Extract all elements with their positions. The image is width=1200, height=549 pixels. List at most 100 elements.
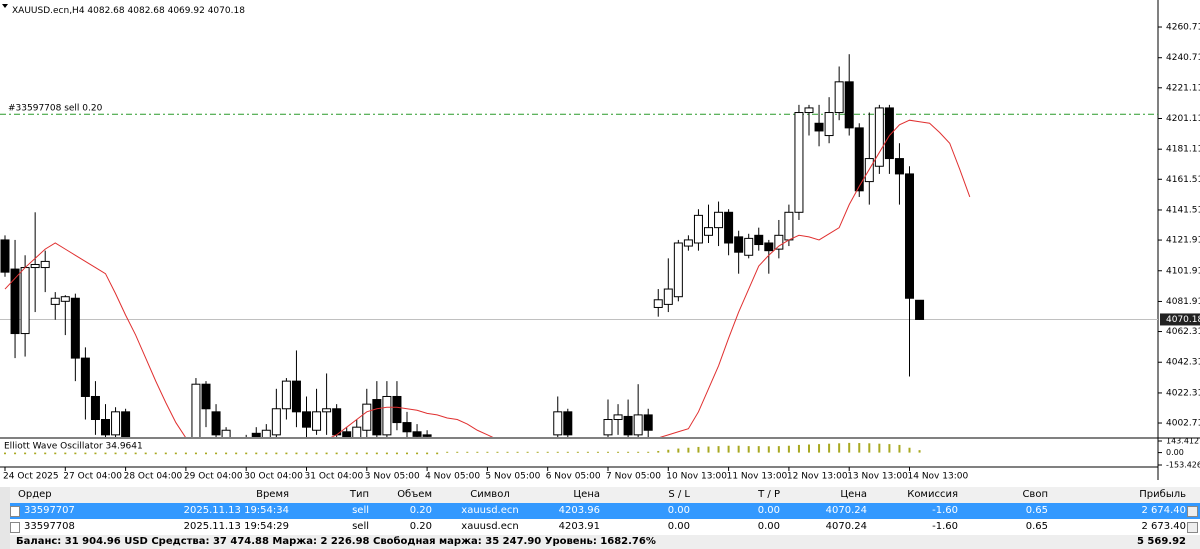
cell: Комиссия <box>907 489 958 500</box>
close-button[interactable] <box>1187 522 1198 533</box>
y-tick-label: 4081.91 <box>1166 297 1200 307</box>
cell: sell <box>352 521 369 532</box>
osc-bar <box>637 451 640 453</box>
candle-body <box>251 432 261 437</box>
y-tick-label: 4121.91 <box>1166 236 1200 246</box>
osc-bar <box>697 446 700 453</box>
osc-bar <box>124 452 127 455</box>
osc-bar <box>586 451 589 453</box>
candle-body <box>101 419 110 436</box>
candle-body <box>804 107 814 114</box>
osc-bar <box>255 452 258 455</box>
cell: 2 673.40 <box>1141 521 1186 532</box>
order-icon <box>10 522 20 533</box>
osc-bar <box>54 452 57 455</box>
summary: Баланс: 31 904.96 USD Средства: 37 474.8… <box>16 536 656 547</box>
osc-bar <box>385 452 388 455</box>
candle-body <box>784 211 794 241</box>
x-tick-label: 10 Nov 13:00 <box>666 472 727 482</box>
candle-body <box>382 395 392 436</box>
table-row[interactable]: 33597707 2025.11.13 19:54:34 sell 0.20 xauus… <box>10 503 1200 519</box>
candle-body <box>30 263 40 269</box>
osc-bar <box>114 452 117 455</box>
osc-bar <box>617 451 620 453</box>
candle-body <box>603 419 613 436</box>
osc-bar <box>74 452 77 455</box>
candle-body <box>613 414 623 421</box>
candle-body <box>322 408 332 413</box>
osc-bar <box>235 452 238 455</box>
osc-bar <box>406 452 408 455</box>
cell: 0.20 <box>409 521 432 532</box>
cell: Время <box>256 489 289 500</box>
candle-body <box>352 426 362 437</box>
cell: 4203.91 <box>558 521 600 532</box>
osc-bar <box>888 444 891 453</box>
candle-body <box>412 431 422 437</box>
osc-bar <box>627 451 630 453</box>
candle-body <box>553 411 563 436</box>
osc-bar <box>526 451 529 453</box>
cell: Ордер <box>18 489 52 500</box>
price-tag <box>1160 313 1200 326</box>
candle-body <box>422 434 432 437</box>
osc-bar <box>64 452 67 455</box>
cell: 0.00 <box>667 521 690 532</box>
osc-bar <box>687 447 690 453</box>
candle-body <box>673 242 683 298</box>
osc-bar <box>607 451 609 453</box>
cell: 0.00 <box>667 505 690 516</box>
osc-bar <box>184 452 187 455</box>
candle-body <box>663 288 673 305</box>
menu-icon[interactable] <box>2 4 8 8</box>
x-tick-label: 13 Nov 13:00 <box>847 472 908 482</box>
candle-body <box>80 357 90 397</box>
cell: 0.20 <box>409 505 432 516</box>
oscillator-title: Elliott Wave Oscillator 34.9641 <box>4 442 143 452</box>
candle-body <box>90 395 100 421</box>
cell: T / P <box>758 489 780 500</box>
cell: 2025.11.13 19:54:34 <box>183 505 289 516</box>
osc-bar <box>828 443 831 453</box>
osc-bar <box>436 452 439 455</box>
osc-bar <box>787 445 790 453</box>
table-row[interactable]: 33597708 2025.11.13 19:54:29 sell 0.20 xauus… <box>10 519 1200 535</box>
osc-bar <box>647 451 650 453</box>
x-tick-label: 12 Nov 13:00 <box>787 472 848 482</box>
osc-bar <box>808 444 810 453</box>
osc-bar <box>154 452 157 455</box>
osc-bar <box>797 444 800 453</box>
cell: Своп <box>1022 489 1048 500</box>
plot <box>0 54 1158 437</box>
cell: Символ <box>470 489 510 500</box>
osc-bar <box>305 452 308 455</box>
osc-bar <box>194 452 197 455</box>
cell: Цена <box>840 489 867 500</box>
y-tick-label: 4062.31 <box>1166 327 1200 337</box>
cell: Прибыль <box>1139 489 1186 500</box>
x-tick-label: 3 Nov 05:00 <box>365 472 420 482</box>
osc-bar <box>265 452 268 455</box>
x-tick-label: 30 Oct 04:00 <box>244 472 303 482</box>
candle-body <box>854 127 864 192</box>
candle-body <box>874 107 884 167</box>
cell: sell <box>352 505 369 516</box>
cell: -1.60 <box>932 521 958 532</box>
candle-body <box>40 260 50 269</box>
osc-bar <box>104 452 107 455</box>
candle-body <box>814 122 824 132</box>
close-button[interactable] <box>1187 506 1198 517</box>
osc-bar <box>205 452 207 455</box>
osc-bar <box>466 451 469 453</box>
candle-body <box>693 214 703 244</box>
cell: Тип <box>349 489 369 500</box>
cell: 0.65 <box>1025 521 1048 532</box>
cell: 4203.96 <box>558 505 600 516</box>
osc-bar <box>818 444 821 453</box>
candle-body <box>50 297 60 305</box>
candle-body <box>221 429 231 437</box>
candle-body <box>111 411 121 436</box>
osc-bar <box>275 452 278 455</box>
osc-bar <box>375 452 378 455</box>
